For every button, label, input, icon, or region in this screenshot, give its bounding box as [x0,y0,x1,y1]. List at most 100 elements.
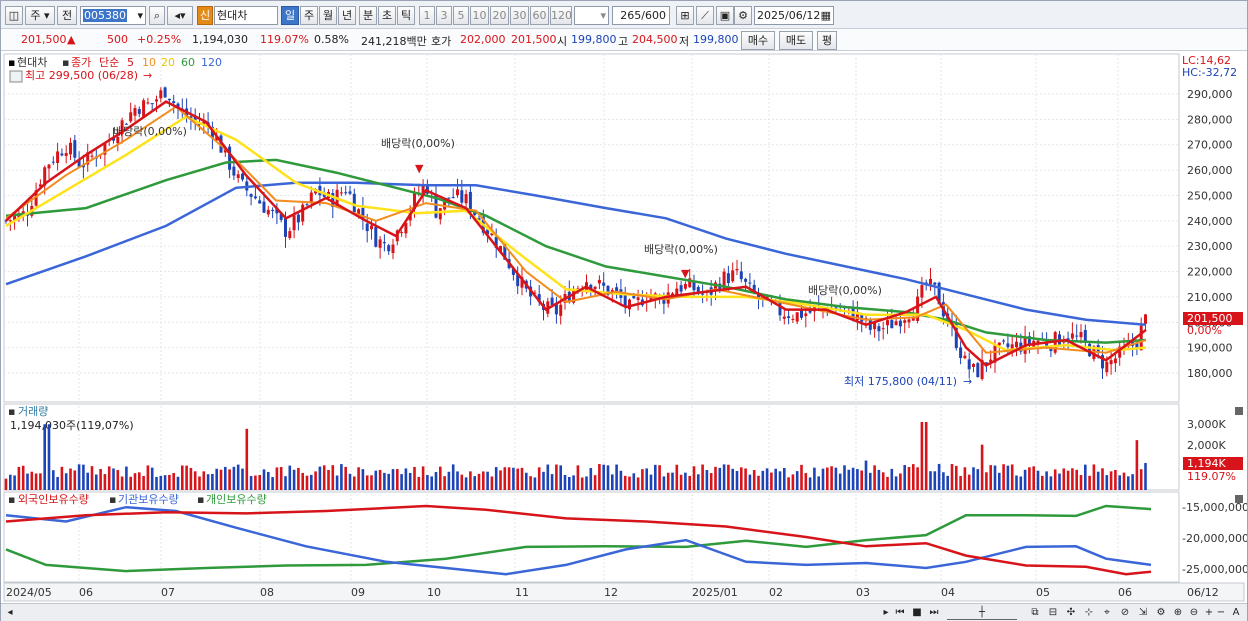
mode-label: 주 [30,9,41,22]
eval-button[interactable]: 평 [817,31,837,50]
volume-bar [374,470,378,490]
volume-bar [103,474,107,490]
draw-tool-icon[interactable]: ⟋ [696,6,714,25]
candle-body [404,222,408,234]
minute-custom-select[interactable]: ▾ [574,6,609,25]
close-icon[interactable] [1235,495,1243,503]
candle-body [391,244,395,254]
period-second[interactable]: 초 [378,6,396,25]
search-icon[interactable]: ⌕ [149,6,165,25]
zoom-out-icon[interactable]: ⊖ [1189,607,1199,618]
settings-icon[interactable]: ⚙ [1156,607,1166,618]
period-tick[interactable]: 틱 [397,6,415,25]
x-axis-strip [3,582,1245,602]
volume-bar [559,465,562,490]
scroll-right-icon[interactable]: ▸ [883,607,889,618]
mode-select[interactable]: 주 ▾ [25,6,55,25]
layout-icon[interactable]: ◫ [5,6,23,25]
count-field[interactable]: 265/600 [612,6,670,25]
candle-body [253,196,257,199]
scroll-left-icon[interactable]: ◂ [7,607,13,618]
stock-name-field[interactable]: 현대차 [214,6,278,25]
compare-icon[interactable]: ⊟ [1048,607,1058,618]
font-size-icon[interactable]: A [1232,607,1240,618]
magnet-icon[interactable]: ⌖ [1104,607,1110,618]
minute-10[interactable]: 10 [470,6,489,25]
price-axis-label: 190,000 [1187,342,1233,355]
chevron-down-icon[interactable]: ▾ [137,9,143,22]
export-icon[interactable]: ⇲ [1138,607,1148,618]
period-toggle[interactable]: 전 [57,6,77,25]
minus-icon[interactable]: − [1216,607,1226,618]
save-icon[interactable]: ▣ [716,6,734,25]
low-label: 저 [679,35,690,48]
quote-bar: 201,500 ▲ 500 +0.25% 1,194,030 119.07% 0… [1,29,1247,51]
period-month[interactable]: 월 [319,6,337,25]
minute-120[interactable]: 120 [550,6,572,25]
zoom-in-icon[interactable]: ⊕ [1173,607,1183,618]
calendar-icon[interactable]: ▦ [820,9,831,22]
crosshair-icon[interactable]: ⊹ [1084,607,1094,618]
volume-bar [593,475,597,490]
x-axis-label: 06 [79,586,93,599]
candle-body [112,137,115,141]
stop-icon[interactable]: ■ [912,607,922,618]
chart-style-icon[interactable]: ⧉ [1031,607,1039,618]
volume-bar [795,471,799,490]
minute-30[interactable]: 30 [510,6,529,25]
code-input[interactable]: 005380 ▾ [80,6,146,25]
candle-body [499,245,502,252]
candle-body [778,300,782,316]
candle-body [38,184,42,187]
sell-button[interactable]: 매도 [779,31,813,50]
minute-5[interactable]: 5 [453,6,469,25]
rewind-icon[interactable]: ⏮ [895,607,905,618]
chart-type-icon[interactable]: ⊞ [676,6,694,25]
volume-bar [310,474,313,490]
zoom-slider[interactable]: ┼ [947,606,1017,620]
link-icon[interactable]: ⊘ [1120,607,1130,618]
candle-body [400,232,404,234]
period-week[interactable]: 주 [300,6,318,25]
volume-bar [533,477,537,490]
volume-bar [1028,467,1031,490]
volume-bar [236,464,240,490]
volume-bar [90,466,94,490]
fast-forward-icon[interactable]: ⏭ [929,607,939,618]
plus-icon[interactable]: + [1204,607,1214,618]
candle-body [636,297,640,300]
candle-body [163,87,167,98]
minute-60[interactable]: 60 [530,6,549,25]
volume-bar [1122,472,1126,490]
code-value: 005380 [83,9,127,22]
volume-bar [821,468,825,490]
volume-bar [482,471,485,490]
volume-bar [1041,475,1044,490]
volume-bar [297,467,300,490]
chart-scrollbar[interactable]: ◂ ▸ ⏮ ■ ⏭ ┼ ⧉ ⊟ ✣ ⊹ ⌖ ⊘ ⇲ ⚙ ⊕ ⊖ + − A [1,603,1247,621]
volume-bar [503,467,507,490]
volume-bar [606,465,610,490]
close-icon[interactable] [1235,407,1243,415]
grid-toggle-icon[interactable] [9,70,23,83]
x-axis-label: 2025/01 [692,586,738,599]
cursor-icon[interactable]: ✣ [1066,607,1076,618]
date-field[interactable]: 2025/06/12 ▦ [754,6,834,25]
period-minute[interactable]: 분 [359,6,377,25]
holdings-axis-label: -25,000,000 [1182,563,1247,576]
volume-icon[interactable]: ◂▾ [167,6,193,25]
volume-bar [860,470,863,490]
buy-button[interactable]: 매수 [741,31,775,50]
volume-bar [623,475,627,490]
candle-body [305,204,309,206]
period-year[interactable]: 년 [338,6,356,25]
volume-bar [120,476,124,490]
period-day[interactable]: 일 [281,6,299,25]
minute-20[interactable]: 20 [490,6,509,25]
price-axis-label: 220,000 [1187,266,1233,279]
minute-1[interactable]: 1 [419,6,435,25]
gear-icon[interactable]: ⚙ [734,6,752,25]
volume-bar [963,467,967,490]
volume-bar [391,469,395,490]
minute-3[interactable]: 3 [436,6,452,25]
